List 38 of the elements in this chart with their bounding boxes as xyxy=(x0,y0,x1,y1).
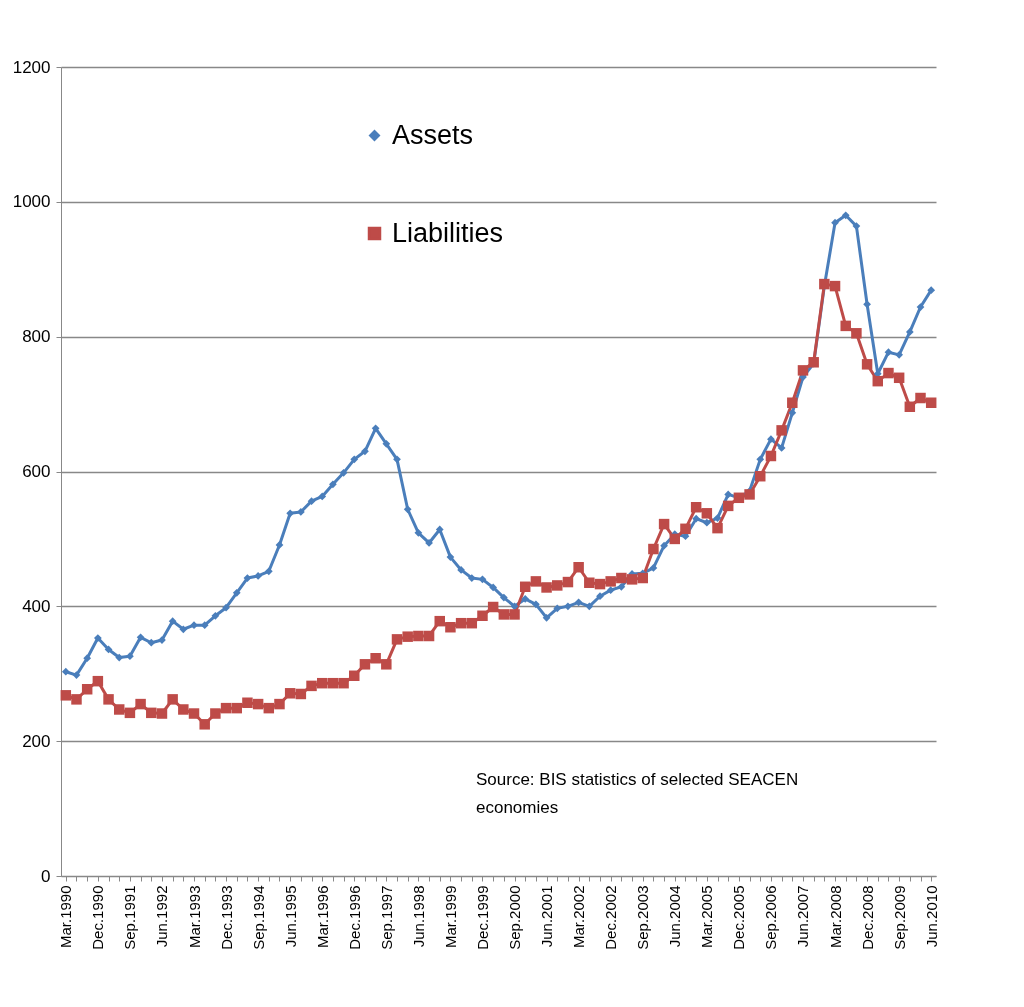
x-tick-label: Mar.1999 xyxy=(441,885,459,949)
x-tick-label: Dec.1999 xyxy=(473,885,491,950)
x-tick-label: Jun.1995 xyxy=(281,885,299,948)
x-tick-label: Dec.1993 xyxy=(217,885,235,950)
x-tick-label: Sep.2006 xyxy=(762,885,780,950)
x-tick-label: Dec.2002 xyxy=(602,885,620,950)
x-tick-label: Jun.2001 xyxy=(538,885,556,948)
y-tick-label: 1200 xyxy=(12,57,51,77)
x-tick-label: Sep.1991 xyxy=(121,885,139,950)
x-tick-label: Dec.1996 xyxy=(345,885,363,950)
x-tick-label: Mar.2008 xyxy=(826,885,844,949)
y-tick-label: 200 xyxy=(22,731,51,751)
x-tick-label: Jun.1992 xyxy=(153,885,171,948)
x-tick-label: Dec.1990 xyxy=(89,885,107,950)
x-tick-label: Mar.1993 xyxy=(185,885,203,949)
x-tick-label: Mar.1996 xyxy=(313,885,331,949)
x-tick-label: Mar.2005 xyxy=(698,885,716,949)
x-tick-label: Mar.2002 xyxy=(570,885,588,949)
y-tick-label: 400 xyxy=(22,596,51,616)
x-tick-label: Sep.1997 xyxy=(377,885,395,950)
x-tick-label: Sep.1994 xyxy=(249,885,267,950)
y-tick-label: 800 xyxy=(22,327,51,347)
y-tick-label: 1000 xyxy=(12,192,51,212)
x-tick-label: Dec.2008 xyxy=(858,885,876,950)
legend-label: Liabilities xyxy=(392,217,504,248)
y-tick-label: 0 xyxy=(41,866,51,886)
x-tick-label: Jun.2007 xyxy=(794,885,812,948)
legend-label: Assets xyxy=(392,119,474,150)
x-tick-label: Dec.2005 xyxy=(730,885,748,950)
annotation: Source: BIS statistics of selected SEACEN economies xyxy=(476,770,799,817)
x-tick-label: Jun.1998 xyxy=(409,885,427,948)
x-tick-label: Sep.2009 xyxy=(890,885,908,950)
x-tick-label: Mar.1990 xyxy=(57,885,75,949)
x-tick-label: Sep.2003 xyxy=(634,885,652,950)
x-tick-label: Jun.2004 xyxy=(666,885,684,948)
y-tick-label: 600 xyxy=(22,462,51,481)
x-tick-label: Sep.2000 xyxy=(506,885,524,950)
x-tick-label: Jun.2010 xyxy=(922,885,940,948)
